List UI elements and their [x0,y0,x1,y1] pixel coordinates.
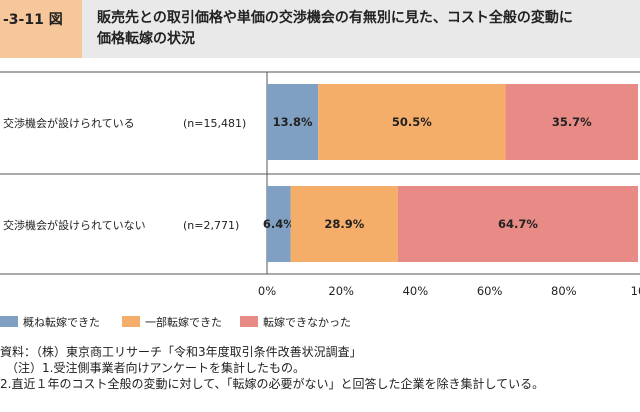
x-tick-label: 60% [477,284,503,298]
category-label: 交渉機会が設けられている [3,116,135,130]
data-label: 50.5% [392,115,432,129]
notes-block: 資料：（株）東京商工リサーチ「令和3年度取引条件改善状況調査」 （注）1.受注側… [0,344,544,392]
legend-swatch-none [240,316,258,327]
x-tick-label: 20% [328,284,354,298]
bar-segment [267,186,291,262]
legend-item-mostly: 概ね転嫁できた [0,314,100,330]
note-2: 2.直近１年のコスト全般の変動に対して、「転嫁の必要がない」と回答した企業を除き… [0,377,545,391]
data-label: 13.8% [273,115,313,129]
bar-segment [397,186,638,262]
data-label: 6.4% [263,217,295,231]
category-label: 交渉機会が設けられていない [3,218,146,232]
x-tick-label: 40% [403,284,429,298]
bar-segment [267,84,319,160]
data-label: 64.7% [498,217,538,231]
legend-label-mostly: 概ね転嫁できた [23,316,100,329]
bar-segment [318,84,506,160]
legend-item-partly: 一部転嫁できた [122,314,222,330]
legend-swatch-partly [122,316,140,327]
figure-header: -3-11 図 販売先との取引価格や単価の交渉機会の有無別に見た、コスト全般の変… [0,0,640,58]
figure-title: 販売先との取引価格や単価の交渉機会の有無別に見た、コスト全般の変動に 価格転嫁の… [97,10,573,47]
data-label: 28.9% [324,217,364,231]
x-tick-label: 10 [631,284,640,298]
legend-label-partly: 一部転嫁できた [145,316,222,329]
note-1: （注）1.受注側事業者向けアンケートを集計したもの。 [6,361,305,375]
x-tick-label: 0% [258,284,276,298]
x-tick-label: 80% [551,284,577,298]
sample-size-label: (n=15,481) [183,117,246,130]
bar-segment [290,186,398,262]
sample-size-label: (n=2,771) [183,219,239,232]
stacked-bar-chart: 交渉機会が設けられている (n=15,481) 13.8% 50.5% 35.7% 交渉機… [0,71,640,298]
bar-segment [505,84,638,160]
legend-swatch-mostly [0,316,18,327]
legend-label-none: 転嫁できなかった [263,316,351,329]
legend-item-none: 転嫁できなかった [240,314,351,330]
figure-label: -3-11 図 [0,0,82,58]
source-note: 資料：（株）東京商工リサーチ「令和3年度取引条件改善状況調査」 [0,345,362,359]
data-label: 35.7% [552,115,592,129]
